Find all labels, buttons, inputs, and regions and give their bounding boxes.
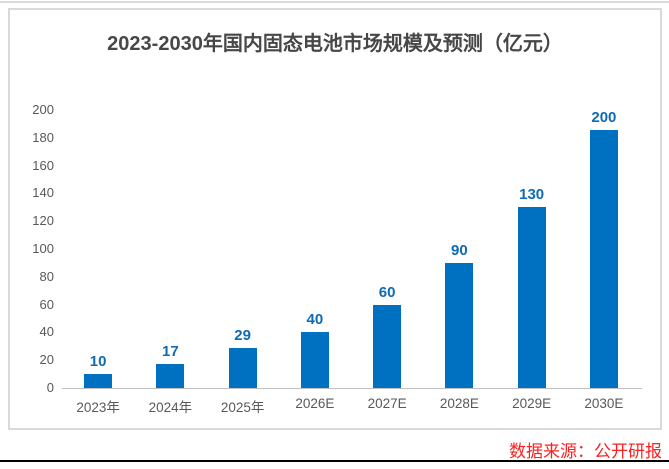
plot-area: 0 20 40 60 80 100 120 140 160 180 200 10 17 29 40 60 90… — [10, 10, 660, 428]
x-axis-labels: 2023年 2024年 2025年 2026E 2027E 2028E 2029E 2030E — [62, 396, 640, 416]
bar — [517, 207, 546, 388]
bar — [300, 332, 329, 388]
bar-series: 10 17 29 40 60 90 130 200 — [62, 110, 640, 388]
bar — [589, 130, 618, 388]
bar-slot: 60 — [351, 110, 423, 388]
x-axis-line — [62, 388, 642, 389]
bar-slot: 90 — [423, 110, 495, 388]
y-tick-label: 20 — [39, 352, 54, 368]
data-source-note: 数据来源：公开研报 — [509, 442, 662, 461]
x-category-label: 2028E — [439, 396, 479, 411]
bar — [156, 364, 185, 388]
x-category-label: 2023年 — [76, 400, 120, 415]
y-tick-label: 40 — [39, 324, 54, 340]
bar-value-label: 10 — [89, 353, 107, 371]
bar-value-label: 17 — [162, 343, 179, 361]
y-tick-label: 60 — [39, 296, 54, 312]
x-category-label: 2025年 — [220, 400, 265, 415]
bar-value-label: 29 — [234, 326, 251, 344]
y-tick-label: 120 — [32, 213, 54, 229]
x-category-label: 2029E — [512, 396, 552, 411]
y-tick-label: 0 — [46, 380, 54, 395]
y-tick-label: 180 — [32, 129, 54, 145]
bar-slot: 40 — [279, 110, 351, 388]
bottom-border-rule — [0, 460, 669, 462]
bar — [373, 304, 402, 388]
bar-slot: 130 — [496, 110, 568, 388]
bar — [228, 347, 257, 388]
bar-value-label: 90 — [451, 241, 468, 259]
y-tick-label: 160 — [32, 157, 54, 173]
bar-value-label: 40 — [306, 311, 324, 329]
bar-slot: 200 — [568, 110, 640, 388]
x-category-label: 2027E — [367, 396, 407, 411]
bar — [445, 262, 474, 388]
top-border-rule — [0, 1, 669, 3]
y-tick-label: 100 — [32, 241, 54, 256]
y-tick-label: 140 — [32, 185, 54, 201]
chart-frame: 2023-2030年国内固态电池市场规模及预测（亿元） 0 20 40 60 80 100… — [8, 8, 662, 430]
x-category-label: 2026E — [295, 396, 335, 411]
y-tick-label: 80 — [39, 268, 54, 284]
bar-value-label: 60 — [378, 283, 396, 301]
bar-value-label: 130 — [519, 186, 545, 204]
chart-title: 2023-2030年国内固态电池市场规模及预测（亿元） — [107, 33, 563, 55]
bar-slot: 29 — [207, 110, 279, 388]
bar-value-label: 200 — [591, 109, 617, 126]
y-tick-label: 200 — [32, 102, 54, 117]
x-category-label: 2024年 — [148, 400, 193, 415]
bar — [84, 374, 113, 388]
bar-slot: 17 — [134, 110, 206, 388]
bar-slot: 10 — [62, 110, 134, 388]
x-category-label: 2030E — [584, 396, 624, 411]
